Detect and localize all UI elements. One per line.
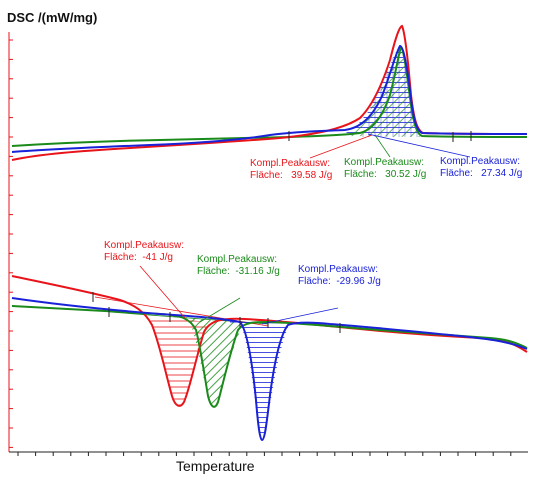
annotation-upper-green: Kompl.Peakausw: Fläche: 30.52 J/g xyxy=(344,157,426,180)
upper-peak-hatch xyxy=(340,46,420,137)
lower-hatch-fill-red xyxy=(148,316,208,406)
x-axis xyxy=(9,451,528,456)
annotation-area: Fläche: 30.52 J/g xyxy=(344,169,426,180)
leader-line-green-lower xyxy=(199,297,241,323)
lower-tick-markers xyxy=(92,292,341,333)
annotation-title: Kompl.Peakausw: xyxy=(298,264,378,275)
annotation-title: Kompl.Peakausw: xyxy=(197,254,277,265)
x-axis-title: Temperature xyxy=(176,458,255,474)
lower-curve-red xyxy=(11,275,528,407)
lower-peak-hatch xyxy=(148,316,290,437)
annotation-area: Fläche: 39.58 J/g xyxy=(250,170,332,181)
annotation-lower-red: Kompl.Peakausw: Fläche: -41 J/g xyxy=(104,240,184,263)
leader-line-green xyxy=(374,134,391,158)
upper-curve-green xyxy=(11,45,528,147)
annotation-upper-blue: Kompl.Peakausw: Fläche: 27.34 J/g xyxy=(440,156,522,179)
annotation-area: Fläche: -31.16 J/g xyxy=(197,266,280,277)
annotation-area: Fläche: 27.34 J/g xyxy=(440,168,522,179)
upper-tick-markers xyxy=(288,131,472,142)
upper-curve-red xyxy=(11,24,528,161)
annotation-title: Kompl.Peakausw: xyxy=(440,156,520,167)
leader-line-blue xyxy=(367,133,471,158)
annotation-lower-green: Kompl.Peakausw: Fläche: -31.16 J/g xyxy=(197,254,280,277)
lower-curve-blue xyxy=(11,297,528,442)
lower-curves xyxy=(11,275,528,442)
annotation-area: Fläche: -41 J/g xyxy=(104,252,173,263)
y-axis xyxy=(8,32,13,452)
y-axis-title: DSC /(mW/mg) xyxy=(7,10,97,25)
lower-leader-lines xyxy=(139,265,339,325)
upper-leader-lines xyxy=(309,133,471,159)
leader-line-blue-lower xyxy=(261,307,339,325)
annotation-upper-red: Kompl.Peakausw: Fläche: 39.58 J/g xyxy=(250,158,332,181)
y-axis-ticks xyxy=(9,39,13,448)
annotation-title: Kompl.Peakausw: xyxy=(250,158,330,169)
annotation-lower-blue: Kompl.Peakausw: Fläche: -29.96 J/g xyxy=(298,264,381,287)
upper-curves xyxy=(11,24,528,161)
leader-line-red-lower xyxy=(139,265,186,319)
annotation-area: Fläche: -29.96 J/g xyxy=(298,276,381,287)
annotation-title: Kompl.Peakausw: xyxy=(344,157,424,168)
annotation-title: Kompl.Peakausw: xyxy=(104,240,184,251)
upper-curve-blue xyxy=(11,44,528,153)
x-axis-ticks xyxy=(17,452,512,456)
leader-line-red xyxy=(309,134,373,159)
